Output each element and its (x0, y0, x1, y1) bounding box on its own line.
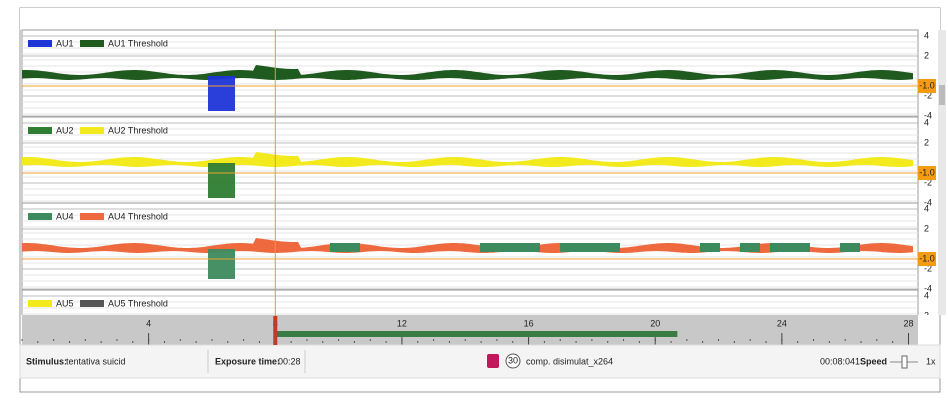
legend-swatch (28, 300, 52, 307)
au-bar (208, 76, 235, 111)
exposure-label: Exposure time: (215, 356, 280, 366)
legend-label: AU5 (56, 298, 74, 308)
au-segment (560, 243, 620, 252)
speed: 1x (926, 356, 936, 366)
au-segment (840, 243, 860, 252)
x-tick-label: 24 (777, 318, 787, 328)
threshold-marker (918, 166, 936, 180)
au-bar (208, 163, 235, 198)
legend-label: AU2 (56, 125, 74, 135)
scrollbar[interactable] (938, 30, 946, 315)
exposure: 00:28 (278, 356, 301, 366)
progress-bar (275, 331, 678, 337)
y-tick-label: 2 (924, 310, 929, 320)
x-tick-label: 4 (146, 318, 151, 328)
au-segment (700, 243, 720, 252)
au-trace (22, 65, 913, 80)
x-tick-label: 20 (650, 318, 660, 328)
au-segment (330, 243, 360, 252)
y-tick-label: -2 (924, 90, 932, 100)
au-panel: 4 2 -2 -4 -1.0 AU2 AU2 Threshold (21, 116, 936, 207)
y-tick-label: -2 (924, 177, 932, 187)
legend-label: AU5 Threshold (108, 298, 168, 308)
speed-thumb[interactable] (901, 355, 908, 369)
legend-swatch (80, 213, 104, 220)
threshold-marker (918, 79, 936, 93)
au-panel: 4 2 -2 -4 -1.0 AU4 AU4 Threshold (21, 202, 936, 293)
legend-label: AU2 Threshold (108, 125, 168, 135)
threshold-marker (918, 252, 936, 266)
au-trace (22, 152, 913, 167)
y-tick-label: 4 (924, 117, 929, 127)
au-trace (22, 238, 913, 253)
y-tick-label: 2 (924, 137, 929, 147)
y-tick-label: -4 (924, 197, 932, 207)
au-segment (480, 243, 540, 252)
y-tick-label: 4 (924, 290, 929, 300)
legend-swatch (80, 40, 104, 47)
legend-label: AU4 Threshold (108, 211, 168, 221)
file-name: comp. disimulat_x264 (526, 356, 613, 366)
au-segment (770, 243, 810, 252)
y-tick-label: -4 (924, 110, 932, 120)
legend-swatch (28, 40, 52, 47)
badge: 30 (508, 355, 518, 365)
au-panel: 42-2-4-1.0AU5AU5 Threshold (21, 290, 929, 320)
legend-label: AU1 Threshold (108, 38, 168, 48)
speed-label: Speed (860, 356, 887, 366)
legend-swatch (28, 127, 52, 134)
legend-label: AU4 (56, 211, 74, 221)
scroll-thumb[interactable] (939, 85, 945, 105)
legend-label: AU1 (56, 38, 74, 48)
threshold-label: -1.0 (919, 167, 935, 177)
y-tick-label: 2 (924, 50, 929, 60)
time: 00:08:041 (820, 356, 860, 366)
legend-swatch (80, 127, 104, 134)
user-icon (487, 354, 499, 368)
threshold-label: -1.0 (919, 253, 935, 263)
timeline: 481216202428 (21, 315, 918, 345)
stimulus-label: Stimulus: (26, 356, 67, 366)
badge-circle (505, 353, 521, 369)
x-tick-label: 12 (397, 318, 407, 328)
header (20, 8, 940, 30)
status-bar: Stimulus: tentativa suicid Exposure time… (19, 344, 941, 379)
y-tick-label: 2 (924, 223, 929, 233)
stimulus: tentativa suicid (66, 356, 126, 366)
x-tick-label: 16 (524, 318, 534, 328)
y-tick-label: -2 (924, 263, 932, 273)
legend-swatch (28, 213, 52, 220)
cursor-handle (273, 316, 278, 345)
threshold-label: -1.0 (919, 80, 935, 90)
au-panel: 4 2 -2 -4 -1.0 AU1 AU1 Threshold (21, 29, 936, 120)
legend-swatch (80, 300, 104, 307)
au-segment (740, 243, 760, 252)
panels: 4 2 -2 -4 -1.0 AU1 AU1 Threshold 4 2 -2 -4 -1.0 AU2 A… (21, 29, 936, 320)
x-tick-label: 28 (903, 318, 913, 328)
y-tick-label: 4 (924, 203, 929, 213)
au-bar (208, 249, 235, 279)
y-tick-label: 4 (924, 30, 929, 40)
y-tick-label: -4 (924, 283, 932, 293)
